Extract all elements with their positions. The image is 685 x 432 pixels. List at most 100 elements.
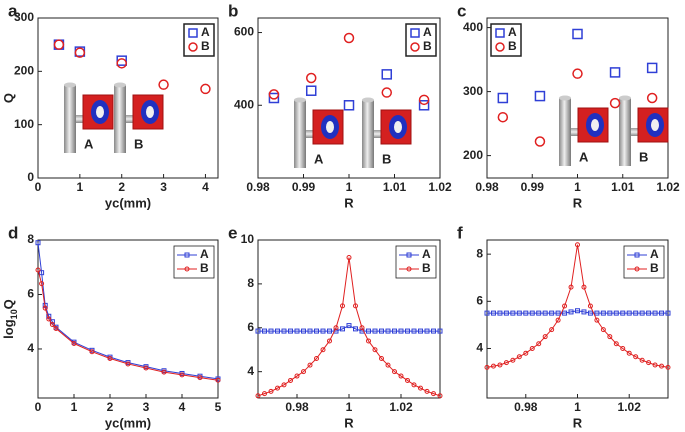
marker	[523, 310, 529, 316]
marker	[652, 310, 658, 316]
inset-field	[591, 119, 599, 131]
marker	[503, 360, 509, 366]
legend-box	[173, 245, 215, 279]
marker	[366, 328, 371, 334]
marker	[392, 328, 397, 334]
x-tick-label: 1.01	[611, 180, 635, 194]
legend-box	[623, 245, 665, 279]
x-tick-label: 2	[107, 400, 114, 414]
x-tick-label: 0.98	[246, 180, 270, 194]
marker	[379, 356, 384, 361]
legend-label: B	[508, 39, 517, 53]
marker	[424, 388, 430, 394]
marker	[534, 90, 546, 102]
marker	[143, 365, 149, 371]
marker	[405, 328, 410, 334]
y-tick-label: 8	[247, 276, 254, 290]
marker	[410, 28, 420, 38]
marker	[353, 303, 358, 309]
inset-cylinder	[64, 85, 76, 153]
y-axis-label: log10Q	[1, 299, 19, 339]
inset-cylinder	[619, 98, 631, 166]
x-axis-label: R	[573, 195, 583, 210]
x-tick-label: 1.02	[618, 400, 642, 414]
marker	[406, 252, 412, 258]
marker	[53, 326, 59, 332]
marker	[594, 317, 600, 323]
marker	[418, 94, 430, 106]
marker	[381, 87, 393, 98]
y-tick-label: 8	[476, 246, 483, 260]
x-tick-label: 4	[202, 180, 209, 194]
marker	[620, 345, 626, 351]
inset-field	[394, 121, 402, 133]
marker	[320, 328, 326, 334]
line	[37, 269, 219, 381]
x-tick-label: 1.02	[428, 180, 452, 194]
marker	[613, 341, 619, 347]
marker	[301, 328, 306, 334]
inset-cylinder-top	[619, 95, 631, 101]
panel-label: d	[8, 223, 18, 242]
marker	[268, 92, 280, 104]
marker	[418, 100, 430, 111]
marker	[620, 310, 626, 316]
legend-label: A	[422, 247, 431, 261]
marker	[665, 364, 671, 370]
x-tick-label: 0.99	[292, 180, 316, 194]
marker	[200, 83, 211, 95]
marker	[314, 328, 319, 334]
inset-rod	[126, 115, 134, 123]
marker	[392, 369, 397, 375]
inset-field	[326, 121, 334, 133]
inset-cylinder	[362, 100, 374, 168]
marker	[587, 303, 593, 309]
x-tick-label: 1.02	[389, 400, 413, 414]
marker	[116, 58, 127, 69]
marker	[534, 136, 546, 147]
marker	[549, 327, 555, 333]
y-tick-label: 400	[463, 20, 483, 34]
marker	[634, 266, 640, 272]
inset-label: B	[382, 151, 391, 166]
marker	[536, 310, 542, 316]
x-tick-label: 1.01	[383, 180, 407, 194]
marker	[510, 357, 516, 363]
marker	[343, 32, 355, 44]
plot-frame	[37, 239, 219, 399]
legend-label: B	[650, 261, 659, 275]
marker	[495, 42, 505, 52]
marker	[53, 39, 65, 50]
inset-cylinder-top	[294, 97, 306, 103]
marker	[301, 369, 306, 375]
marker	[288, 328, 293, 334]
panel-label: a	[8, 1, 18, 20]
marker	[633, 310, 639, 316]
y-tick-label: 400	[234, 97, 254, 111]
inset-rod	[374, 130, 382, 138]
marker	[294, 328, 300, 334]
marker	[406, 266, 412, 272]
marker	[410, 42, 420, 52]
marker	[562, 303, 568, 309]
marker	[626, 350, 632, 356]
y-tick-label: 4	[247, 364, 254, 378]
inset-label: B	[134, 136, 143, 151]
marker	[497, 111, 509, 123]
x-axis-label: yc(mm)	[105, 415, 151, 430]
marker	[542, 334, 548, 340]
marker	[437, 393, 443, 399]
marker	[495, 28, 505, 38]
inset-label: A	[314, 151, 324, 166]
marker	[35, 240, 41, 246]
marker	[490, 363, 496, 369]
marker	[262, 328, 267, 334]
marker	[379, 328, 384, 334]
marker	[381, 69, 393, 80]
x-tick-label: 2	[118, 180, 125, 194]
marker	[555, 310, 561, 316]
line	[37, 242, 219, 380]
marker	[314, 356, 319, 361]
x-tick-label: 0	[35, 180, 42, 194]
marker	[188, 42, 198, 52]
